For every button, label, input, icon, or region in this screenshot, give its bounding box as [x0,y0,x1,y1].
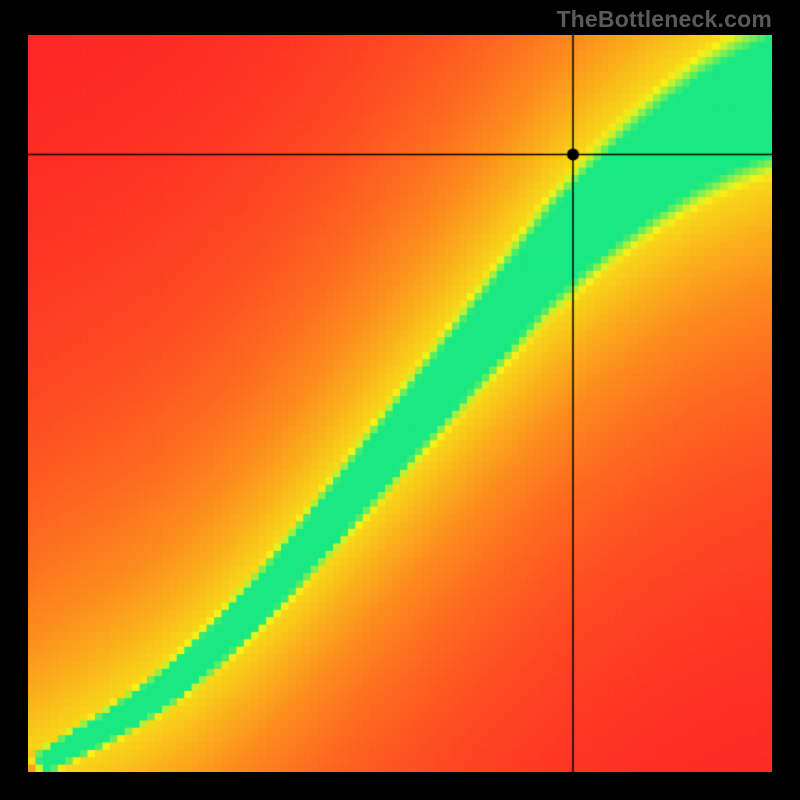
watermark-text: TheBottleneck.com [556,6,772,33]
heatmap-plot [28,35,772,772]
chart-frame: TheBottleneck.com [0,0,800,800]
heatmap-canvas [28,35,772,772]
